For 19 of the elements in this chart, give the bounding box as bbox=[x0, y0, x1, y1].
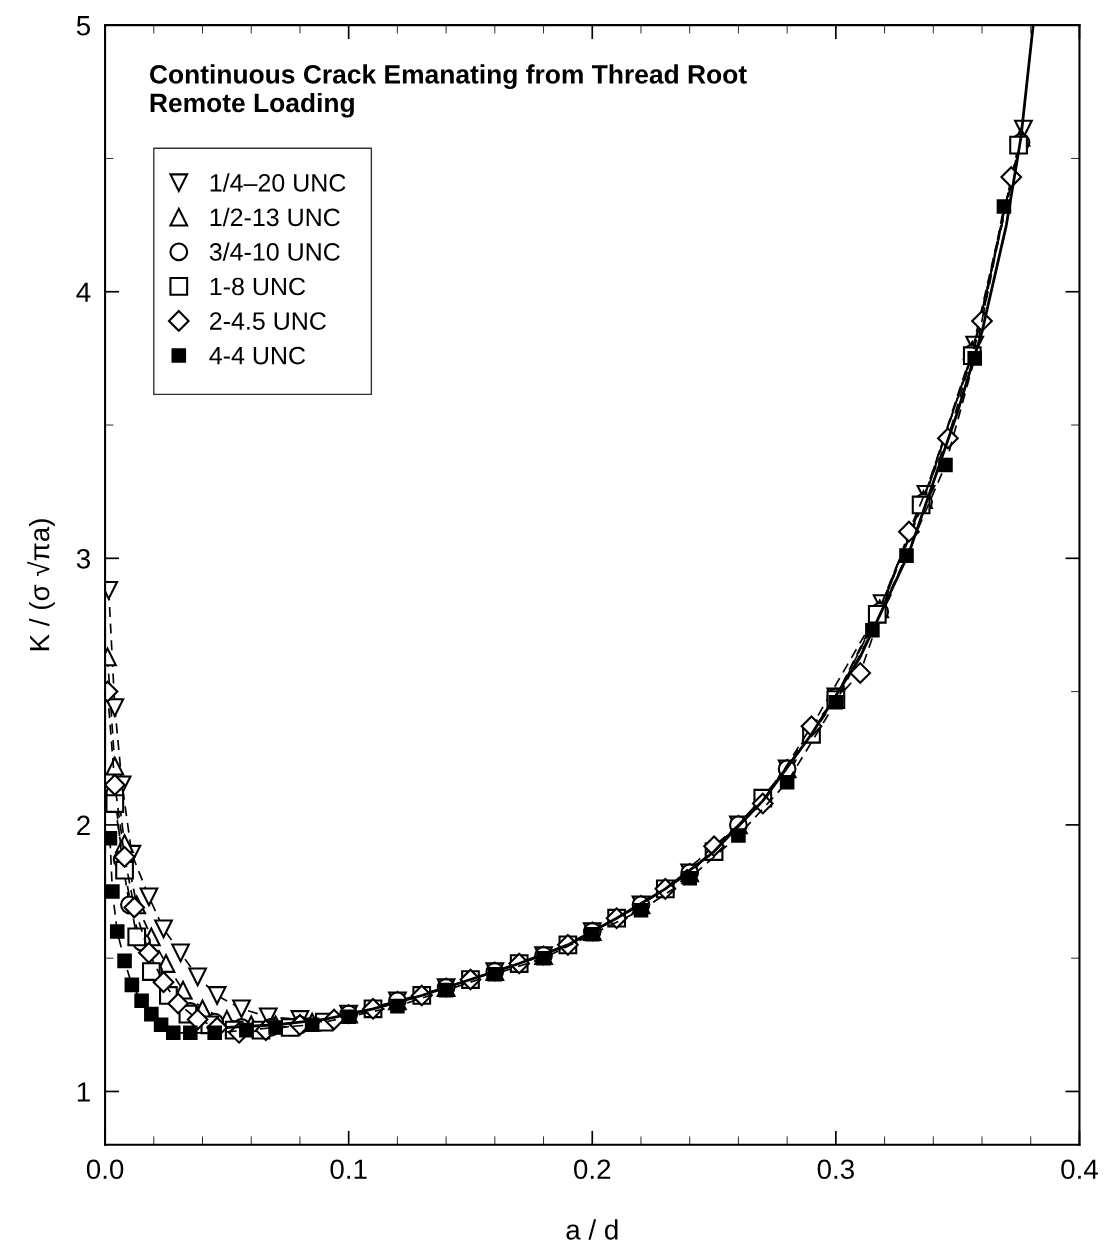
legend-label: 4-4 UNC bbox=[209, 346, 306, 365]
x-tick-label: 0.2 bbox=[574, 1159, 611, 1180]
legend-label: 1/4–20 UNC bbox=[210, 173, 346, 192]
y-tick-label: 2 bbox=[77, 815, 90, 835]
y-tick-label: 3 bbox=[76, 548, 90, 569]
y-tick-label: 1 bbox=[77, 1082, 90, 1102]
x-tick-label: 0.1 bbox=[330, 1159, 367, 1180]
x-tick-label: 0.4 bbox=[1061, 1159, 1098, 1180]
y-axis-title: K / (σ √πa) bbox=[27, 519, 55, 651]
legend-label: 1-8 UNC bbox=[210, 277, 306, 296]
x-tick-label: 0.3 bbox=[817, 1159, 854, 1180]
legend-label: 1/2-13 UNC bbox=[210, 207, 340, 227]
x-axis-title: a / d bbox=[566, 1219, 618, 1240]
text: Continuous Crack Emanating from Thread Root Remote Loading bbox=[150, 64, 747, 118]
legend-label: 3/4-10 UNC bbox=[209, 242, 340, 261]
y-tick-label: 5 bbox=[76, 16, 91, 36]
x-tick-label: 0.0 bbox=[86, 1159, 124, 1180]
y-tick-label: 4 bbox=[76, 282, 91, 302]
legend-label: 2-4.5 UNC bbox=[210, 312, 326, 330]
